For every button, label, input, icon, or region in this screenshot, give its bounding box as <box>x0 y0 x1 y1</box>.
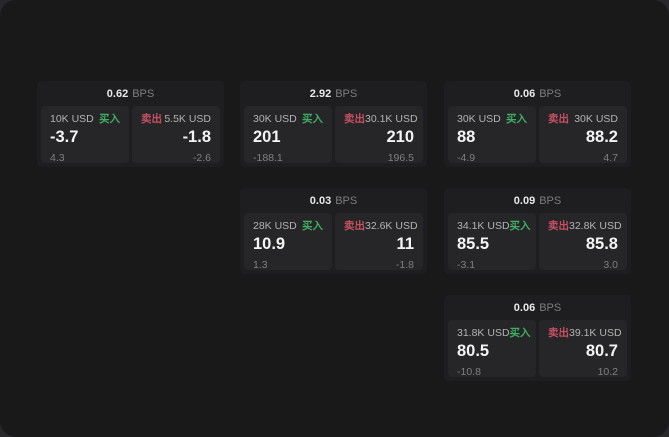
buy-quote-tile[interactable]: 10K USD 买入 -3.7 4.3 <box>41 106 129 164</box>
sell-amount: 39.1K USD <box>569 327 622 339</box>
bps-value: 0.06 <box>513 301 536 314</box>
sell-amount: 32.6K USD <box>365 220 418 232</box>
sell-side-label: 卖出 <box>344 220 365 232</box>
buy-side-label: 买入 <box>302 220 323 232</box>
buy-delta: -188.1 <box>253 152 283 164</box>
bps-unit-label: BPS <box>335 87 358 100</box>
buy-amount: 31.8K USD <box>457 327 510 339</box>
buy-amount: 30K USD <box>457 113 501 125</box>
buy-delta: 4.3 <box>50 152 65 164</box>
sell-price: 88.2 <box>585 128 618 146</box>
buy-price: 201 <box>253 128 281 146</box>
sell-quote-tile[interactable]: 卖出 39.1K USD 80.7 10.2 <box>539 320 627 378</box>
bps-value: 0.06 <box>513 87 536 100</box>
sell-delta: 3.0 <box>603 259 618 271</box>
buy-side-label: 买入 <box>509 220 531 232</box>
card-header: 0.62 BPS <box>37 81 224 106</box>
bps-value: 0.09 <box>513 194 536 207</box>
sell-quote-tile[interactable]: 卖出 30K USD 88.2 4.7 <box>539 106 627 164</box>
buy-side-label: 买入 <box>509 327 531 339</box>
quote-card-2: 2.92 BPS 30K USD 买入 201 -188.1 卖出 30.1K … <box>240 81 427 167</box>
sell-side-label: 卖出 <box>548 327 569 339</box>
card-header: 2.92 BPS <box>240 81 427 106</box>
card-header: 0.09 BPS <box>444 188 631 213</box>
card-header: 0.06 BPS <box>444 295 631 320</box>
sell-delta: 10.2 <box>597 366 618 378</box>
buy-side-label: 买入 <box>302 113 323 125</box>
sell-amount: 5.5K USD <box>164 113 211 125</box>
sell-amount: 30K USD <box>574 113 618 125</box>
sell-quote-tile[interactable]: 卖出 32.8K USD 85.8 3.0 <box>539 213 627 271</box>
buy-side-label: 买入 <box>99 113 120 125</box>
sell-price: 210 <box>386 128 414 146</box>
buy-amount: 10K USD <box>50 113 94 125</box>
buy-delta: -10.8 <box>457 366 481 378</box>
buy-quote-tile[interactable]: 30K USD 买入 88 -4.9 <box>448 106 536 164</box>
sell-quote-tile[interactable]: 卖出 5.5K USD -1.8 -2.6 <box>132 106 220 164</box>
buy-delta: 1.3 <box>253 259 268 271</box>
buy-quote-tile[interactable]: 31.8K USD 买入 80.5 -10.8 <box>448 320 536 378</box>
quote-card-6: 0.06 BPS 31.8K USD 买入 80.5 -10.8 卖出 39.1… <box>444 295 631 381</box>
sell-quote-tile[interactable]: 卖出 32.6K USD 11 -1.8 <box>335 213 423 271</box>
bps-unit-label: BPS <box>335 194 358 207</box>
quote-card-4: 0.03 BPS 28K USD 买入 10.9 1.3 卖出 32.6K US… <box>240 188 427 274</box>
sell-quote-tile[interactable]: 卖出 30.1K USD 210 196.5 <box>335 106 423 164</box>
sell-price: -1.8 <box>182 128 211 146</box>
bps-unit-label: BPS <box>132 87 155 100</box>
sell-price: 85.8 <box>585 235 618 253</box>
card-header: 0.06 BPS <box>444 81 631 106</box>
sell-side-label: 卖出 <box>548 113 569 125</box>
quote-card-3: 0.06 BPS 30K USD 买入 88 -4.9 卖出 30K USD 8… <box>444 81 631 167</box>
buy-price: 80.5 <box>457 342 490 360</box>
buy-quote-tile[interactable]: 34.1K USD 买入 85.5 -3.1 <box>448 213 536 271</box>
buy-amount: 34.1K USD <box>457 220 510 232</box>
buy-quote-tile[interactable]: 30K USD 买入 201 -188.1 <box>244 106 332 164</box>
buy-amount: 28K USD <box>253 220 297 232</box>
sell-delta: 4.7 <box>603 152 618 164</box>
bps-value: 0.03 <box>309 194 332 207</box>
bps-unit-label: BPS <box>539 301 562 314</box>
sell-amount: 32.8K USD <box>569 220 622 232</box>
buy-price: 10.9 <box>253 235 286 253</box>
sell-price: 11 <box>396 235 414 253</box>
sell-price: 80.7 <box>585 342 618 360</box>
sell-side-label: 卖出 <box>344 113 365 125</box>
buy-price: 88 <box>457 128 476 146</box>
sell-amount: 30.1K USD <box>365 113 418 125</box>
bps-unit-label: BPS <box>539 194 562 207</box>
buy-amount: 30K USD <box>253 113 297 125</box>
buy-quote-tile[interactable]: 28K USD 买入 10.9 1.3 <box>244 213 332 271</box>
bps-value: 0.62 <box>106 87 129 100</box>
sell-side-label: 卖出 <box>548 220 569 232</box>
quote-card-1: 0.62 BPS 10K USD 买入 -3.7 4.3 卖出 5.5K USD… <box>37 81 224 167</box>
buy-price: -3.7 <box>50 128 79 146</box>
bps-unit-label: BPS <box>539 87 562 100</box>
card-header: 0.03 BPS <box>240 188 427 213</box>
buy-side-label: 买入 <box>506 113 527 125</box>
bps-value: 2.92 <box>309 87 332 100</box>
buy-delta: -3.1 <box>457 259 476 271</box>
sell-delta: -2.6 <box>192 152 211 164</box>
buy-delta: -4.9 <box>457 152 476 164</box>
sell-delta: 196.5 <box>387 152 414 164</box>
quote-card-5: 0.09 BPS 34.1K USD 买入 85.5 -3.1 卖出 32.8K… <box>444 188 631 274</box>
buy-price: 85.5 <box>457 235 490 253</box>
sell-side-label: 卖出 <box>141 113 162 125</box>
sell-delta: -1.8 <box>395 259 414 271</box>
